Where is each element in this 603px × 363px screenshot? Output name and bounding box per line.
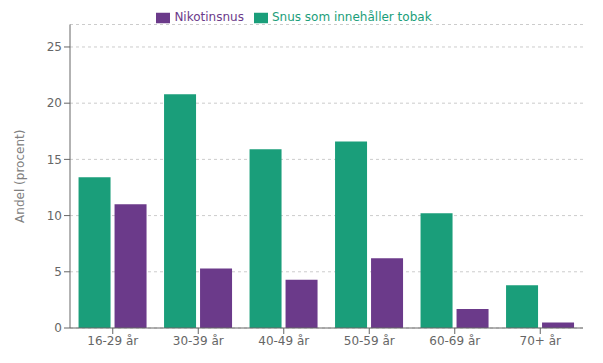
svg-text:5: 5: [54, 265, 62, 279]
svg-text:Andel (procent): Andel (procent): [13, 130, 27, 223]
svg-text:15: 15: [47, 153, 62, 167]
svg-text:0: 0: [54, 321, 62, 335]
svg-text:25: 25: [47, 40, 62, 54]
svg-text:50-59 år: 50-59 år: [344, 334, 395, 348]
svg-text:60-69 år: 60-69 år: [429, 334, 480, 348]
svg-text:70+ år: 70+ år: [520, 334, 561, 348]
svg-text:16-29 år: 16-29 år: [87, 334, 138, 348]
html-text:Nikotinsnus: Nikotinsnus: [174, 10, 244, 24]
svg-text:20: 20: [47, 96, 62, 110]
svg-text:40-49 år: 40-49 år: [258, 334, 309, 348]
svg-text:30-39 år: 30-39 år: [173, 334, 224, 348]
svg-text:10: 10: [47, 209, 62, 223]
html-text:Snus som innehåller tobak: Snus som innehåller tobak: [271, 10, 432, 24]
